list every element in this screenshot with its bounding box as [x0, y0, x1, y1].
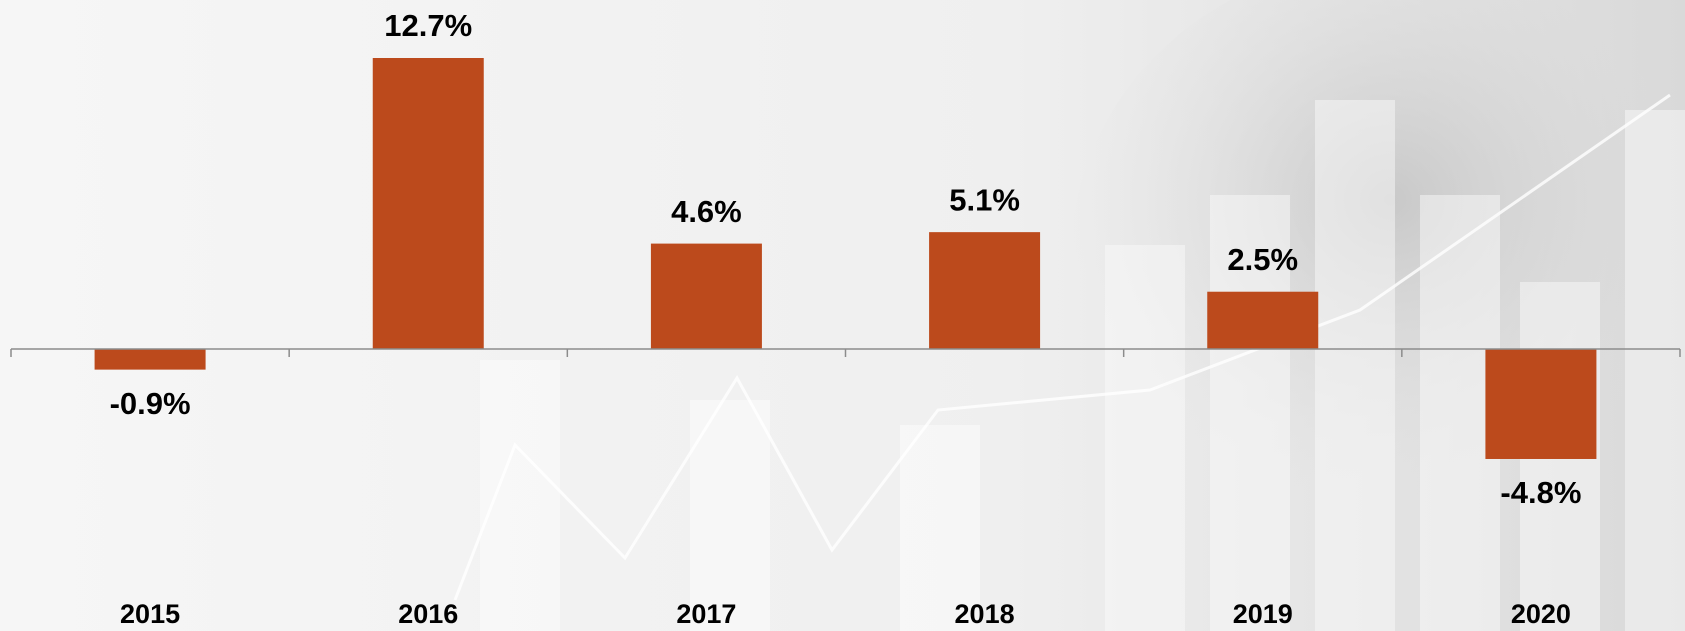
bar [929, 232, 1040, 349]
value-label: 12.7% [384, 8, 472, 43]
bar [1207, 292, 1318, 349]
x-tick-label: 2017 [676, 599, 736, 629]
page: {"chart_data": {"type": "bar", "categori… [0, 0, 1685, 631]
x-tick-label: 2015 [120, 599, 180, 629]
x-tick-label: 2016 [398, 599, 458, 629]
value-label: 2.5% [1227, 242, 1298, 277]
bar [95, 349, 206, 370]
x-tick-label: 2020 [1511, 599, 1571, 629]
background [0, 0, 1685, 631]
bar [1485, 349, 1596, 459]
value-label: -4.8% [1500, 475, 1581, 510]
x-tick-label: 2019 [1233, 599, 1293, 629]
chart: -0.9% 2015 12.7% 2016 4.6% 2017 5.1% 2018 2.5% 20… [0, 0, 1685, 631]
value-label: -0.9% [110, 386, 191, 421]
x-tick-label: 2018 [955, 599, 1015, 629]
value-label: 5.1% [949, 182, 1020, 217]
bar [373, 58, 484, 349]
bar [651, 244, 762, 349]
value-label: 4.6% [671, 194, 742, 229]
